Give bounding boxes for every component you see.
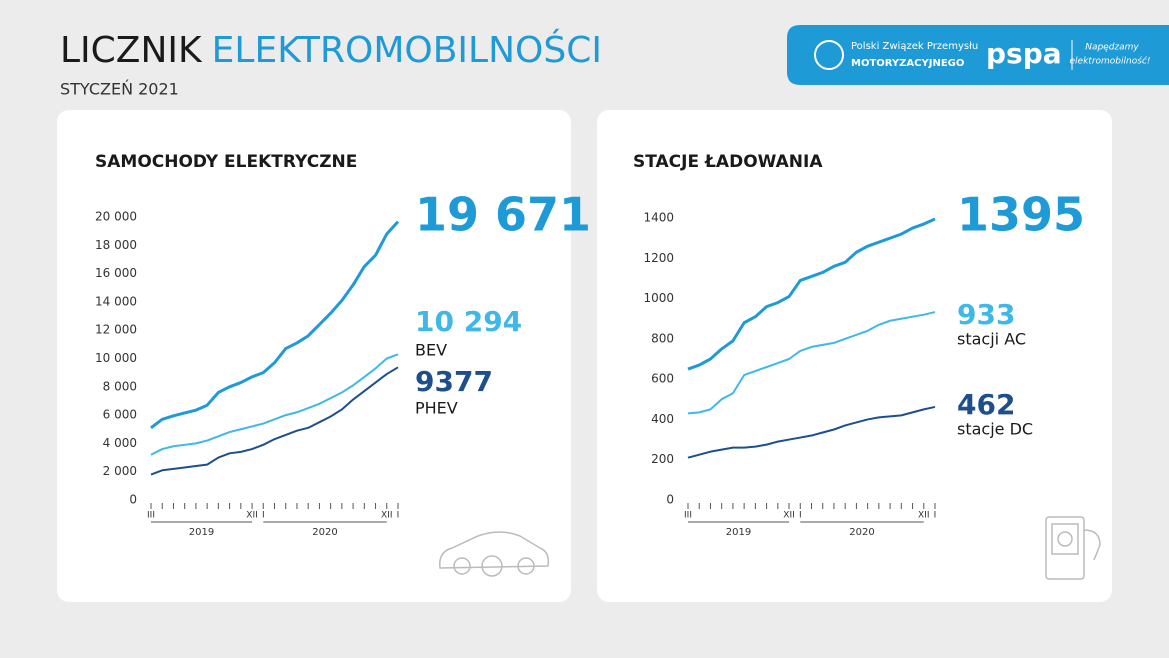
group-label: 2019 <box>726 527 751 538</box>
card <box>597 110 1112 602</box>
y-tick-label: 1200 <box>643 251 674 265</box>
series-line <box>150 220 400 430</box>
slogan: elektromobilność! <box>1070 56 1151 67</box>
series-line <box>687 311 936 415</box>
brand: pspa <box>986 37 1062 70</box>
logo-text: Polski Związek Przemysłu <box>851 41 978 52</box>
x-tick-label: XII <box>783 511 794 521</box>
y-tick-label: 1400 <box>643 211 674 225</box>
x-tick-label: III <box>147 511 155 521</box>
group-label: 2020 <box>312 527 337 538</box>
y-tick-label: 400 <box>651 412 674 426</box>
headline-value: 19 671 <box>415 188 591 242</box>
y-tick-label: 600 <box>651 372 674 386</box>
card <box>57 110 571 602</box>
x-tick-label: XII <box>918 511 929 521</box>
y-tick-label: 10 000 <box>95 351 137 365</box>
y-tick-label: 2 000 <box>103 464 137 478</box>
y-tick-label: 200 <box>651 452 674 466</box>
page-title: LICZNIK ELEKTROMOBILNOŚCI <box>60 29 602 71</box>
headline-value: 9377 <box>415 365 493 398</box>
legend-label: stacje DC <box>957 420 1033 439</box>
charger-icon <box>1045 516 1101 580</box>
y-tick-label: 16 000 <box>95 266 137 280</box>
y-tick-label: 800 <box>651 331 674 345</box>
slogan: Napędzamy <box>1085 43 1139 53</box>
subtitle: STYCZEŃ 2021 <box>60 80 179 99</box>
x-tick-label: I <box>397 511 400 521</box>
x-tick-label: I <box>262 511 265 521</box>
title-part: LICZNIK <box>60 30 203 71</box>
y-tick-label: 8 000 <box>103 379 137 393</box>
car-icon <box>439 531 550 577</box>
headline-value: 1395 <box>957 188 1085 242</box>
series-line <box>687 405 936 459</box>
logo-text: MOTORYZACYJNEGO <box>851 58 964 69</box>
y-tick-label: 14 000 <box>95 294 137 308</box>
series-line <box>150 353 399 456</box>
legend-label: PHEV <box>415 399 458 418</box>
y-tick-label: 20 000 <box>95 210 137 224</box>
headline-value: 10 294 <box>415 305 522 338</box>
group-label: 2019 <box>189 527 214 538</box>
series-line <box>687 217 936 371</box>
headline-value: 933 <box>957 298 1015 331</box>
headline-value: 462 <box>957 388 1015 421</box>
legend-label: BEV <box>415 341 447 360</box>
x-tick-label: XII <box>246 511 257 521</box>
card-title: SAMOCHODY ELEKTRYCZNE <box>95 152 357 172</box>
y-tick-label: 12 000 <box>95 323 137 337</box>
y-tick-label: 0 <box>666 493 674 507</box>
x-tick-label: III <box>684 511 692 521</box>
legend-label: stacji AC <box>957 330 1026 349</box>
y-tick-label: 0 <box>129 493 137 507</box>
y-tick-label: 6 000 <box>103 408 137 422</box>
y-tick-label: 1000 <box>643 291 674 305</box>
y-tick-label: 4 000 <box>103 436 137 450</box>
y-tick-label: 18 000 <box>95 238 137 252</box>
logo-icon <box>814 40 844 70</box>
series-line <box>150 366 399 476</box>
logo-box <box>787 25 1169 85</box>
x-tick-label: I <box>799 511 802 521</box>
card-title: STACJE ŁADOWANIA <box>633 152 823 172</box>
x-tick-label: XII <box>381 511 392 521</box>
title-part: ELEKTROMOBILNOŚCI <box>212 29 602 71</box>
group-label: 2020 <box>849 527 874 538</box>
x-tick-label: I <box>934 511 937 521</box>
